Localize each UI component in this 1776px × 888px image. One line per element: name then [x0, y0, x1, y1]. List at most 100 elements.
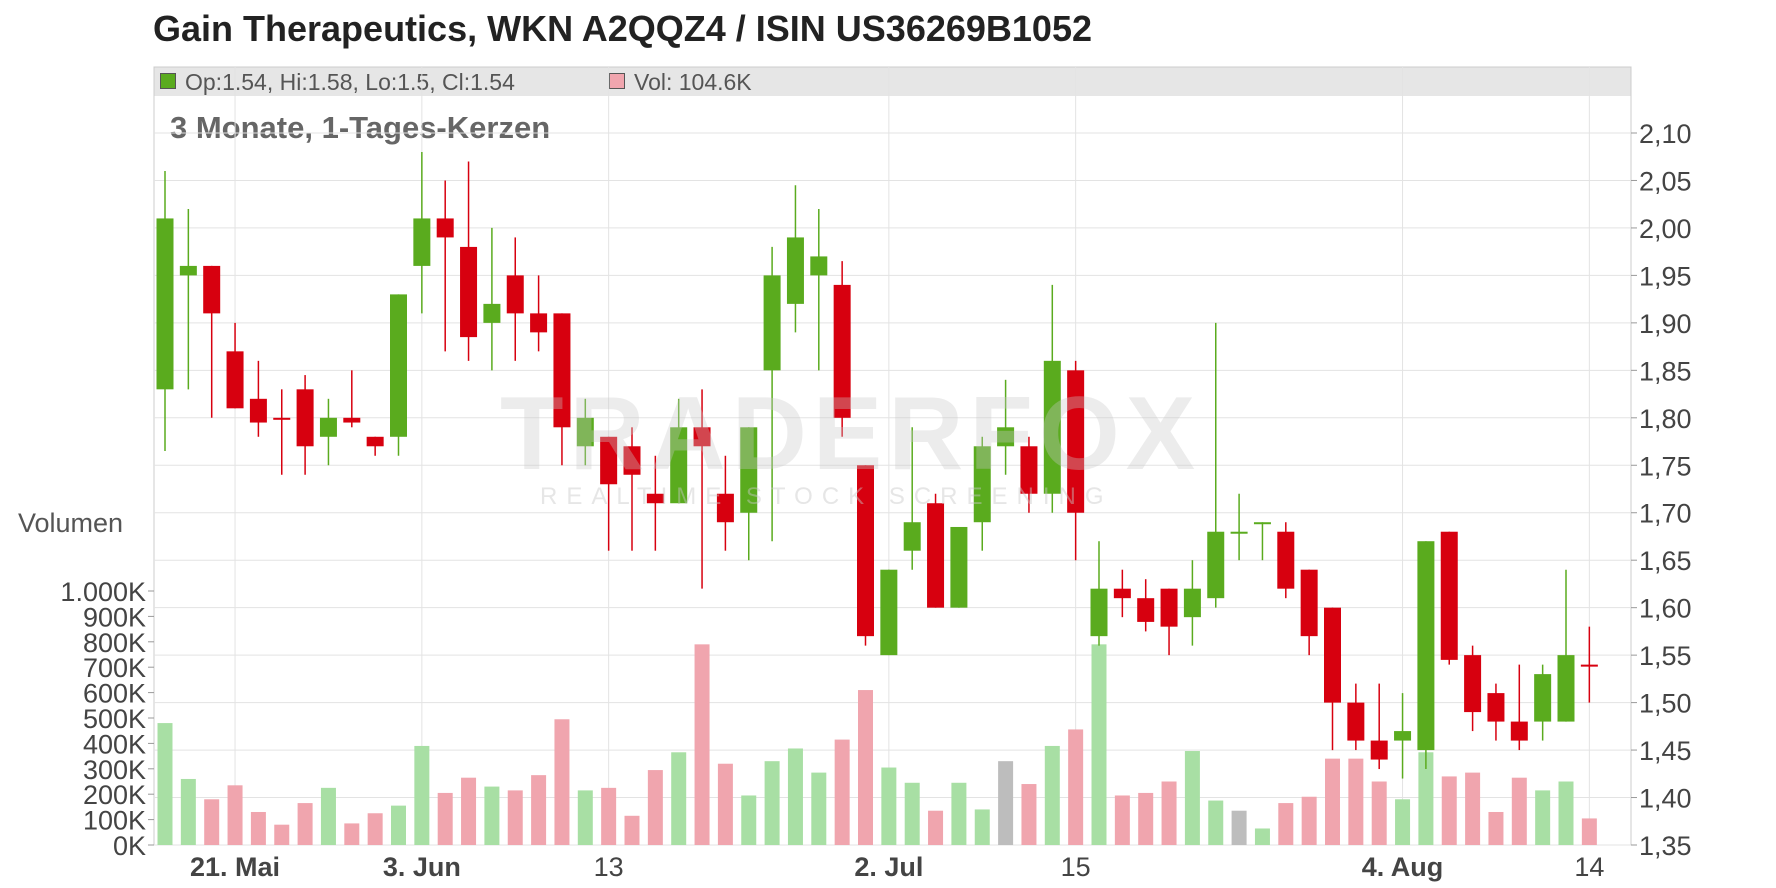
candle-body — [390, 294, 407, 437]
candle-body — [1160, 588, 1178, 627]
candle-body — [483, 303, 501, 323]
date-tick-label: 3. Jun — [383, 852, 461, 882]
volume-bar — [1371, 781, 1387, 845]
volume-bar — [928, 810, 944, 845]
candle-body — [1253, 522, 1271, 525]
candle-body — [273, 417, 291, 420]
volume-bar — [1581, 818, 1597, 845]
candle-body — [249, 398, 267, 423]
candle-body — [1137, 598, 1155, 622]
candle-body — [179, 265, 197, 276]
candle-body — [716, 493, 734, 523]
price-tick-label: 1,45 — [1639, 736, 1692, 766]
volume-bar — [1278, 803, 1294, 845]
legend-bar: Op:1.54, Hi:1.58, Lo:1.5, Cl:1.54 Vol: 1… — [154, 67, 1631, 96]
price-tick-label: 1,50 — [1639, 689, 1692, 719]
volume-bar — [858, 690, 873, 845]
volume-legend-text: Vol: 104.6K — [634, 69, 752, 95]
candle-body — [880, 569, 898, 656]
volume-bar — [180, 778, 196, 845]
volume-tick-label: 100K — [83, 806, 146, 836]
volume-bar — [1395, 799, 1411, 845]
volume-bar — [204, 799, 220, 845]
volume-bar — [1184, 751, 1200, 845]
candle-body — [763, 275, 781, 371]
candle-body — [670, 427, 688, 504]
candle-body — [1394, 731, 1412, 741]
candle-body — [623, 446, 641, 475]
candle-body — [1113, 588, 1131, 599]
ohlc-legend-swatch — [160, 73, 176, 89]
volume-bar — [1161, 781, 1177, 845]
volume-bar — [671, 752, 687, 845]
volume-bar — [624, 815, 640, 845]
candle-body — [973, 446, 991, 523]
candle-body — [646, 493, 664, 504]
volume-tick-label: 700K — [83, 653, 146, 683]
candle-body — [156, 218, 174, 390]
volume-bar — [1348, 758, 1364, 845]
volume-bar — [531, 775, 547, 845]
candle-body — [786, 237, 804, 304]
volume-tick-label: 900K — [83, 602, 146, 632]
volume-bar — [998, 761, 1014, 845]
volume-bar — [904, 782, 920, 845]
candle-body — [1183, 588, 1201, 618]
candle-body — [576, 417, 594, 447]
price-tick-label: 2,10 — [1639, 119, 1692, 149]
volume-bar — [1325, 758, 1340, 845]
candle-body — [1440, 531, 1458, 660]
candle-body — [740, 427, 758, 513]
volume-bar — [1021, 784, 1037, 845]
volume-bar — [951, 782, 967, 845]
candle-body — [1464, 655, 1482, 713]
volume-tick-label: 600K — [83, 679, 146, 709]
candle-body — [203, 265, 221, 314]
candle-body — [460, 246, 478, 338]
grid — [153, 66, 1632, 846]
candle-body — [1534, 674, 1552, 722]
volume-bar — [367, 813, 383, 845]
volume-tick-label: 200K — [83, 780, 146, 810]
candle-body — [903, 522, 921, 551]
candle-body — [1510, 721, 1528, 741]
price-tick-label: 1,60 — [1639, 594, 1692, 624]
date-tick-label: 4. Aug — [1362, 852, 1444, 882]
ohlc-legend-text: Op:1.54, Hi:1.58, Lo:1.5, Cl:1.54 — [185, 69, 515, 95]
volume-bar — [320, 787, 336, 845]
candle-body — [857, 465, 874, 637]
volume-bar — [274, 824, 290, 845]
candle-body — [1020, 446, 1038, 494]
price-tick-label: 1,70 — [1639, 499, 1692, 529]
volume-tick-label: 0K — [113, 831, 146, 861]
volume-bar — [461, 777, 477, 845]
candle-body — [1230, 531, 1248, 534]
volume-bar — [391, 805, 406, 845]
volume-bar — [414, 745, 430, 845]
volume-bar — [1254, 828, 1270, 845]
candle-body — [693, 427, 711, 447]
candle-body — [1090, 588, 1108, 637]
volume-bar — [344, 823, 360, 845]
volume-bar — [1558, 781, 1574, 845]
candle-body — [1043, 360, 1061, 494]
candle-body — [1207, 531, 1225, 599]
price-tick-label: 2,05 — [1639, 166, 1692, 196]
date-tick-label: 14 — [1574, 852, 1604, 882]
price-tick-label: 1,90 — [1639, 309, 1692, 339]
candle-body — [1417, 541, 1435, 751]
volume-legend-swatch — [609, 73, 625, 89]
volume-bars — [157, 644, 1597, 845]
chart-subtitle: 3 Monate, 1-Tages-Kerzen — [170, 110, 551, 145]
volume-tick-label: 400K — [83, 729, 146, 759]
volume-bar — [577, 790, 593, 845]
volume-bar — [647, 770, 663, 845]
candle-body — [1557, 655, 1575, 722]
price-tick-label: 1,55 — [1639, 641, 1692, 671]
volume-tick-label: 800K — [83, 628, 146, 658]
plot-frame — [153, 66, 1632, 846]
volume-bar — [694, 644, 710, 845]
date-tick-label: 2. Jul — [854, 852, 923, 882]
candle-body — [1067, 370, 1085, 513]
